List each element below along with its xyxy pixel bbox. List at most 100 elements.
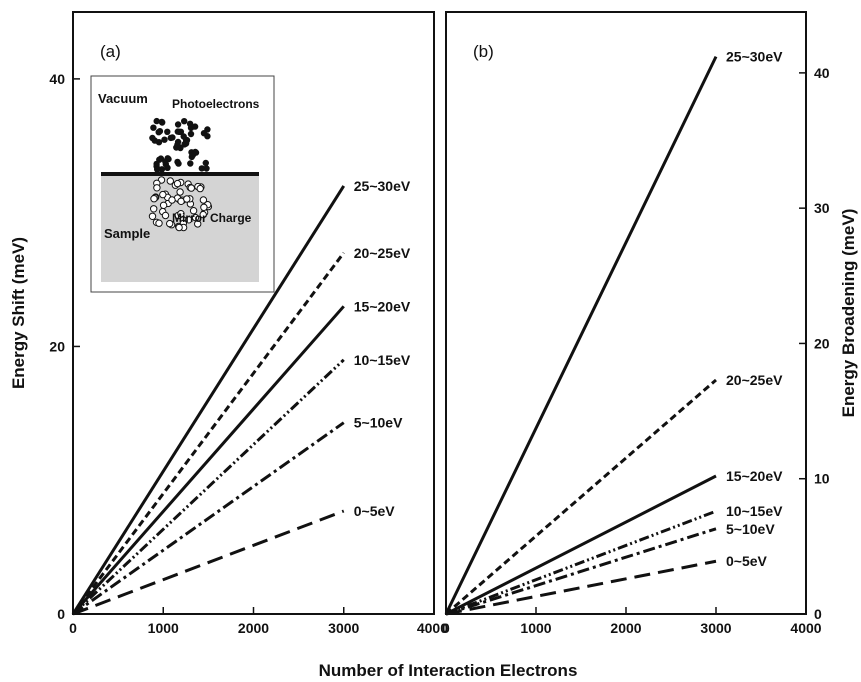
x-tick-label: 0	[442, 620, 450, 636]
vacuum-label: Vacuum	[98, 91, 148, 106]
y-tick-label: 40	[49, 71, 65, 87]
x-tick-label: 1000	[520, 620, 551, 636]
photoelectron-dot	[202, 159, 209, 167]
mirror-charge-circle	[189, 207, 198, 215]
mirror-charge-circle	[176, 188, 184, 196]
series-label: 0~5eV	[354, 503, 396, 519]
photoelectron-dot	[174, 138, 182, 146]
photoelectrons-label: Photoelectrons	[172, 97, 260, 111]
mirror-charge-circle	[166, 219, 174, 228]
mirror-charge-circle	[199, 196, 208, 204]
y-tick-label: 0	[814, 606, 822, 622]
photoelectron-dot	[187, 130, 195, 138]
panel-label: (b)	[473, 42, 494, 61]
photoelectron-dot	[181, 118, 188, 125]
mirror-charge-circle	[166, 177, 175, 185]
photoelectron-dot	[175, 160, 182, 167]
mirror-charge-circle	[159, 190, 167, 199]
x-tick-label: 2000	[610, 620, 641, 636]
photoelectron-dot	[189, 151, 197, 159]
y-axis-label: Energy Shift (meV)	[9, 237, 28, 389]
photoelectron-dot	[162, 158, 169, 165]
mirror-charge-circle	[200, 203, 208, 212]
series-line-25-30eV	[71, 185, 346, 615]
series-line-20-25eV	[445, 378, 717, 616]
photoelectron-dot	[164, 164, 171, 171]
mirror-charge-circle	[161, 211, 170, 220]
photoelectron-dot	[182, 140, 190, 147]
photoelectron-dot	[174, 121, 182, 128]
mirror-charge-circle	[173, 179, 182, 188]
photoelectron-dot	[167, 134, 174, 142]
mirror-charge-circle	[187, 184, 196, 192]
series-label: 0~5eV	[726, 553, 768, 569]
photoelectron-dot	[156, 156, 163, 163]
series-label: 15~20eV	[354, 298, 411, 314]
x-tick-label: 0	[69, 620, 77, 636]
photoelectron-dot	[153, 117, 160, 125]
sample-label: Sample	[104, 226, 150, 241]
mirror-charge-circle	[191, 213, 200, 222]
y-tick-label: 10	[814, 471, 830, 487]
mirror-charge-circle	[183, 195, 191, 203]
y-tick-label: 20	[49, 338, 65, 354]
y-tick-label: 20	[814, 335, 830, 351]
mirror-charge-circle	[175, 223, 183, 232]
series-label: 25~30eV	[354, 178, 411, 194]
x-tick-label: 1000	[148, 620, 179, 636]
mirror-charge-circle	[155, 219, 163, 227]
mirror-charge-circle	[159, 201, 168, 210]
mirror-charge-circle	[150, 205, 158, 213]
series-line-5-10eV	[72, 421, 345, 616]
series-line-0-5eV	[72, 509, 345, 616]
mirror-charge-circle	[199, 210, 207, 219]
photoelectron-dot	[191, 123, 199, 130]
photoelectron-dot	[156, 128, 164, 135]
inset-diagram: Vacuum Photoelectrons Mirror Charge Sample	[90, 75, 275, 293]
y-tick-label: 0	[57, 606, 65, 622]
mirror-charge-circle	[168, 196, 176, 204]
x-tick-label: 2000	[238, 620, 269, 636]
series-label: 5~10eV	[354, 415, 403, 431]
x-axis-label: Number of Interaction Electrons	[319, 661, 578, 680]
y-tick-label: 30	[814, 200, 830, 216]
mirror-charge-circle	[194, 220, 202, 228]
photoelectron-dot	[187, 160, 194, 167]
photoelectron-dot	[154, 166, 161, 173]
photoelectron-dot	[200, 130, 208, 137]
series-line-20-25eV	[71, 251, 345, 615]
mirror-charge-circle	[153, 184, 161, 192]
mirror-charge-circle	[185, 216, 193, 224]
series-label: 10~15eV	[726, 503, 783, 519]
photoelectron-dot	[158, 118, 165, 126]
series-label: 15~20eV	[726, 468, 783, 484]
series-label: 5~10eV	[726, 521, 775, 537]
mirror-charge-circle	[148, 212, 157, 221]
x-tick-label: 3000	[328, 620, 359, 636]
y-axis-label: Energy Broadening (meV)	[839, 209, 858, 418]
photoelectron-dot	[149, 134, 156, 142]
photoelectron-dot	[164, 128, 171, 135]
series-line-25-30eV	[444, 55, 718, 615]
x-tick-label: 3000	[700, 620, 731, 636]
series-label: 20~25eV	[726, 372, 783, 388]
photoelectron-dot	[161, 136, 168, 143]
series-line-0-5eV	[445, 559, 717, 616]
x-tick-label: 4000	[417, 620, 448, 636]
series-line-10-15eV	[71, 358, 345, 616]
photoelectron-dot	[176, 128, 183, 135]
panel-label: (a)	[100, 42, 121, 61]
mirror-charge-label: Mirror Charge	[172, 211, 252, 225]
mirror-charge-circle	[196, 184, 204, 193]
photoelectron-dot	[158, 166, 166, 173]
series-line-10-15eV	[445, 509, 717, 616]
series-label: 25~30eV	[726, 49, 783, 65]
mirror-charge-circle	[150, 195, 158, 203]
x-tick-label: 4000	[790, 620, 821, 636]
photoelectron-dot	[198, 165, 205, 172]
series-label: 20~25eV	[354, 245, 411, 261]
series-label: 10~15eV	[354, 352, 411, 368]
